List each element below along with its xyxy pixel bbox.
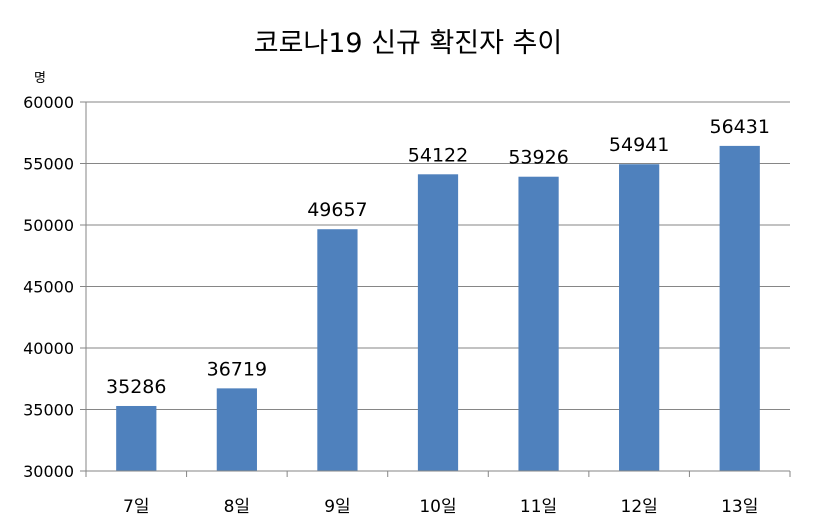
data-label: 36719: [207, 358, 267, 380]
data-labels: 35286 36719 49657 54122 53926 54941 56431: [106, 116, 770, 398]
x-tick-label: 8일: [224, 497, 250, 517]
data-label: 49657: [307, 199, 367, 221]
x-tick-label: 12일: [621, 497, 658, 517]
data-label: 56431: [709, 116, 769, 138]
x-tick-label: 9일: [324, 497, 350, 517]
chart-title: 코로나19 신규 확진자 추이: [254, 28, 563, 59]
x-axis-ticks: 7일 8일 9일 10일 11일 12일 13일: [85, 471, 791, 517]
x-tick-label: 11일: [520, 497, 557, 517]
y-tick-label: 50000: [23, 216, 74, 235]
y-tick-label: 35000: [23, 401, 74, 420]
data-label: 53926: [508, 147, 568, 169]
bar: [719, 145, 760, 472]
y-tick-label: 30000: [23, 462, 74, 481]
x-tick-label: 10일: [419, 497, 456, 517]
x-tick-label: 7일: [123, 497, 149, 517]
bar: [619, 164, 660, 471]
data-label: 35286: [106, 376, 166, 398]
y-axis-unit-label: 명: [34, 71, 46, 86]
bar: [518, 176, 559, 471]
y-tick-label: 60000: [23, 93, 74, 112]
bar: [116, 405, 157, 471]
y-tick-label: 45000: [23, 278, 74, 297]
y-tick-label: 55000: [23, 155, 74, 174]
bar: [317, 229, 358, 471]
data-label: 54122: [408, 144, 468, 166]
bar: [417, 174, 459, 472]
data-label: 54941: [609, 134, 669, 156]
x-tick-label: 13일: [721, 497, 758, 517]
bar: [216, 388, 257, 471]
y-axis-ticks: 30000 35000 40000 45000 50000 55000 60000: [23, 93, 86, 481]
bars: [116, 145, 760, 472]
y-tick-label: 40000: [23, 339, 74, 358]
